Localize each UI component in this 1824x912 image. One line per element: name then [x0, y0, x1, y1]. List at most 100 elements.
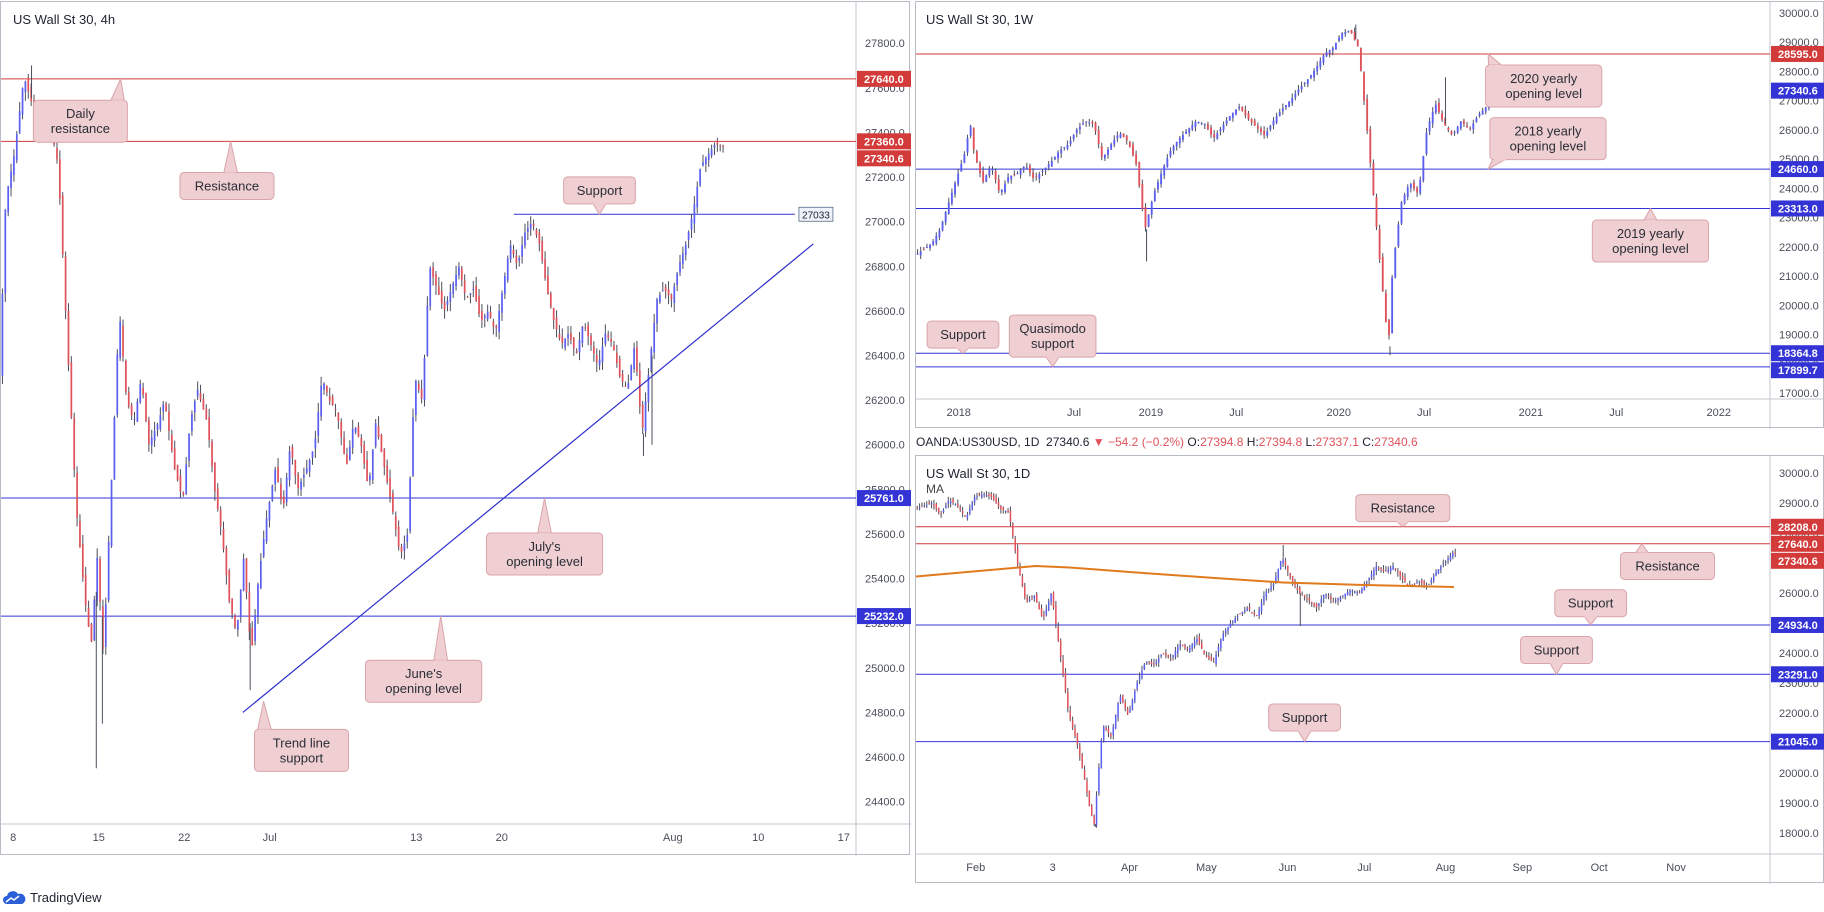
candle-body[interactable] — [262, 539, 265, 557]
candle-body[interactable] — [1071, 720, 1074, 728]
candle-body[interactable] — [67, 310, 70, 365]
candle-body[interactable] — [351, 428, 354, 448]
candle-body[interactable] — [1059, 640, 1062, 658]
candle-body[interactable] — [515, 255, 518, 263]
candle-body[interactable] — [684, 244, 687, 256]
candle-body[interactable] — [1043, 614, 1045, 617]
candle-body[interactable] — [1266, 131, 1269, 136]
candle-body[interactable] — [1320, 599, 1323, 604]
candle-body[interactable] — [1012, 523, 1014, 537]
candle-body[interactable] — [1103, 154, 1106, 159]
candle-body[interactable] — [1368, 578, 1370, 581]
candle-body[interactable] — [452, 283, 455, 294]
candle-body[interactable] — [1328, 50, 1331, 54]
candle-body[interactable] — [1310, 601, 1313, 604]
candle-body[interactable] — [323, 383, 325, 390]
candle-body[interactable] — [1172, 655, 1174, 657]
candle-body[interactable] — [1327, 595, 1330, 597]
candle-body[interactable] — [630, 365, 633, 381]
candle-body[interactable] — [1060, 149, 1063, 154]
candle-body[interactable] — [1041, 170, 1044, 172]
candle-body[interactable] — [1334, 600, 1337, 602]
candle-body[interactable] — [1322, 594, 1325, 599]
tradingview-footer[interactable]: TradingView — [2, 890, 102, 905]
candle-body[interactable] — [1449, 555, 1452, 561]
candle-body[interactable] — [1234, 618, 1236, 623]
candle-body[interactable] — [1419, 179, 1422, 194]
candle-body[interactable] — [1155, 661, 1158, 664]
candle-body[interactable] — [947, 202, 950, 214]
candle-body[interactable] — [512, 249, 515, 255]
candle-body[interactable] — [1347, 30, 1350, 32]
candle-body[interactable] — [1044, 167, 1047, 171]
candle-body[interactable] — [282, 496, 285, 504]
candle-body[interactable] — [1255, 615, 1258, 617]
candle-body[interactable] — [1210, 656, 1213, 661]
candle-body[interactable] — [429, 268, 432, 307]
candle-body[interactable] — [1057, 152, 1059, 159]
candle-body[interactable] — [153, 430, 156, 441]
candle-body[interactable] — [1028, 599, 1031, 602]
candle-body[interactable] — [1150, 201, 1153, 215]
candle-body[interactable] — [988, 493, 990, 497]
candle-body[interactable] — [966, 514, 969, 519]
candle-body[interactable] — [1269, 125, 1272, 130]
candle-body[interactable] — [526, 228, 529, 232]
candle-body[interactable] — [18, 111, 21, 134]
candle-body[interactable] — [314, 438, 317, 449]
candle-body[interactable] — [1038, 603, 1040, 610]
candle-body[interactable] — [380, 434, 383, 452]
candle-body[interactable] — [1291, 576, 1294, 582]
candle-body[interactable] — [1453, 132, 1456, 134]
candle-body[interactable] — [1342, 595, 1344, 597]
candle-body[interactable] — [58, 159, 61, 199]
candle-body[interactable] — [1258, 609, 1260, 616]
candle-body[interactable] — [1413, 583, 1416, 585]
candle-body[interactable] — [1272, 120, 1275, 126]
candle-body[interactable] — [933, 504, 935, 506]
candle-body[interactable] — [1167, 654, 1170, 658]
candle-body[interactable] — [964, 515, 966, 517]
candle-body[interactable] — [664, 286, 667, 292]
candle-body[interactable] — [1102, 726, 1105, 741]
candle-body[interactable] — [1002, 507, 1005, 511]
candle-body[interactable] — [1244, 109, 1247, 116]
candle-body[interactable] — [458, 266, 460, 276]
candle-body[interactable] — [1217, 646, 1220, 653]
candle-body[interactable] — [397, 526, 400, 547]
candle-body[interactable] — [1203, 124, 1206, 126]
candle-body[interactable] — [633, 348, 635, 370]
weekly-support-callout[interactable]: Support — [926, 320, 1000, 354]
candle-body[interactable] — [1466, 125, 1468, 128]
candle-body[interactable] — [995, 497, 997, 504]
candle-body[interactable] — [971, 502, 973, 510]
candle-body[interactable] — [1349, 590, 1351, 595]
candle-body[interactable] — [113, 417, 116, 480]
candle-body[interactable] — [1010, 175, 1013, 180]
candle-body[interactable] — [136, 401, 139, 422]
candle-body[interactable] — [1141, 670, 1143, 678]
candle-body[interactable] — [142, 387, 144, 395]
candle-body[interactable] — [1437, 569, 1440, 574]
candle-body[interactable] — [7, 186, 10, 213]
candle-body[interactable] — [1067, 691, 1069, 709]
candle-body[interactable] — [1194, 121, 1197, 127]
candle-body[interactable] — [1004, 510, 1007, 512]
candle-body[interactable] — [1091, 805, 1093, 816]
candle-body[interactable] — [656, 299, 658, 324]
plot-area[interactable] — [1, 65, 856, 769]
candle-body[interactable] — [472, 288, 475, 290]
candle-body[interactable] — [976, 496, 978, 498]
candle-body[interactable] — [1119, 696, 1122, 703]
candle-body[interactable] — [1308, 597, 1311, 601]
candle-body[interactable] — [1478, 113, 1481, 116]
candle-body[interactable] — [426, 305, 429, 356]
candle-body[interactable] — [219, 509, 222, 527]
candle-body[interactable] — [1447, 558, 1449, 561]
candle-body[interactable] — [595, 354, 598, 363]
candle-body[interactable] — [294, 459, 297, 476]
candle-body[interactable] — [297, 474, 300, 489]
candle-body[interactable] — [1389, 567, 1392, 572]
candle-body[interactable] — [1303, 82, 1306, 84]
candle-body[interactable] — [1000, 190, 1003, 193]
